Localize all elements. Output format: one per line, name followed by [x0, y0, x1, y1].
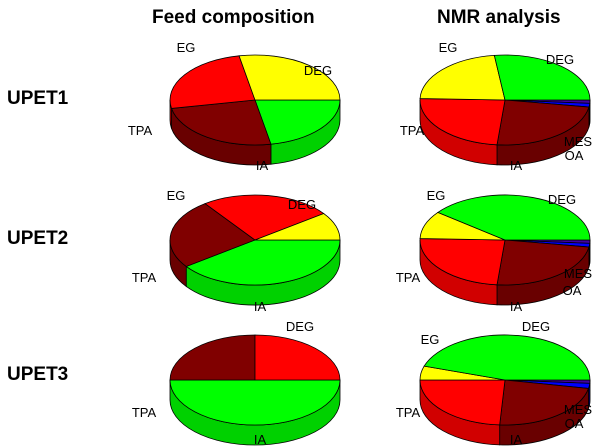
pie-slice-tpa [169, 55, 256, 109]
pie-upet3-feed-composition: DEG IA TPA [132, 319, 341, 447]
slice-label-ia: IA [510, 432, 523, 447]
slice-label-deg: DEG [288, 197, 316, 212]
pie-slice-deg [493, 54, 591, 101]
slice-label-deg: DEG [304, 63, 332, 78]
pie-slice-ia [169, 203, 256, 267]
slice-label-tpa: TPA [132, 270, 157, 285]
row-label-upet3: UPET3 [7, 364, 69, 385]
pie-slice-tpa [419, 379, 506, 426]
slice-label-ia: IA [254, 432, 267, 447]
slice-label-mes: MES [564, 134, 593, 149]
pie-slice-deg [436, 194, 591, 241]
pie-slice-deg [254, 99, 341, 145]
pie-slice-eg [238, 54, 341, 101]
slice-label-oa: OA [565, 416, 584, 431]
slice-label-tpa: TPA [396, 270, 421, 285]
column-title-nmr-analysis: NMR analysis [437, 7, 561, 28]
slice-label-mes: MES [564, 402, 593, 417]
slice-label-deg: DEG [548, 192, 576, 207]
pie-slice-ia [496, 239, 590, 286]
slice-label-deg: DEG [522, 319, 550, 334]
pie-slice-ia [496, 99, 590, 146]
slice-label-eg: EG [427, 188, 446, 203]
slice-label-tpa: TPA [400, 123, 425, 138]
pie-slice-tpa [204, 194, 325, 241]
row-label-upet1: UPET1 [7, 88, 69, 109]
slice-label-deg: DEG [546, 52, 574, 67]
slice-label-ia: IA [254, 299, 267, 314]
slice-label-eg: EG [439, 40, 458, 55]
pie-slice-deg [169, 379, 341, 426]
slice-label-eg: EG [421, 332, 440, 347]
slice-label-ia: IA [256, 158, 269, 173]
pie-upet2-nmr-analysis: OA MES IA TPA EG DEG [396, 188, 593, 314]
pie-slice-ia [170, 99, 272, 146]
pie-upet2-feed-composition: DEG IA TPA EG [132, 188, 341, 314]
slice-label-eg: EG [167, 188, 186, 203]
slice-label-mes: MES [564, 266, 593, 281]
pie-slice-ia [169, 334, 256, 381]
pie-slice-ia [499, 379, 590, 426]
pie-upet1-feed-composition: DEG IA TPA EG [128, 40, 341, 173]
pie-slice-deg [185, 239, 341, 286]
slice-label-eg: EG [177, 40, 196, 55]
slice-label-tpa: TPA [132, 405, 157, 420]
slice-label-ia: IA [510, 158, 523, 173]
pie-slice-tpa [419, 98, 506, 146]
slice-label-oa: OA [563, 283, 582, 298]
column-title-feed-composition: Feed composition [152, 7, 315, 28]
slice-label-ia: IA [510, 299, 523, 314]
slice-label-tpa: TPA [128, 123, 153, 138]
slice-label-oa: OA [565, 148, 584, 163]
pie-slice-deg [423, 334, 591, 381]
pie-slice-tpa [419, 238, 506, 286]
slice-label-tpa: TPA [396, 405, 421, 420]
pie-slice-eg [419, 54, 506, 101]
pie-slice-eg [254, 213, 341, 241]
slice-label-deg: DEG [286, 319, 314, 334]
row-label-upet2: UPET2 [7, 228, 69, 249]
pie-slice-tpa [254, 334, 341, 381]
